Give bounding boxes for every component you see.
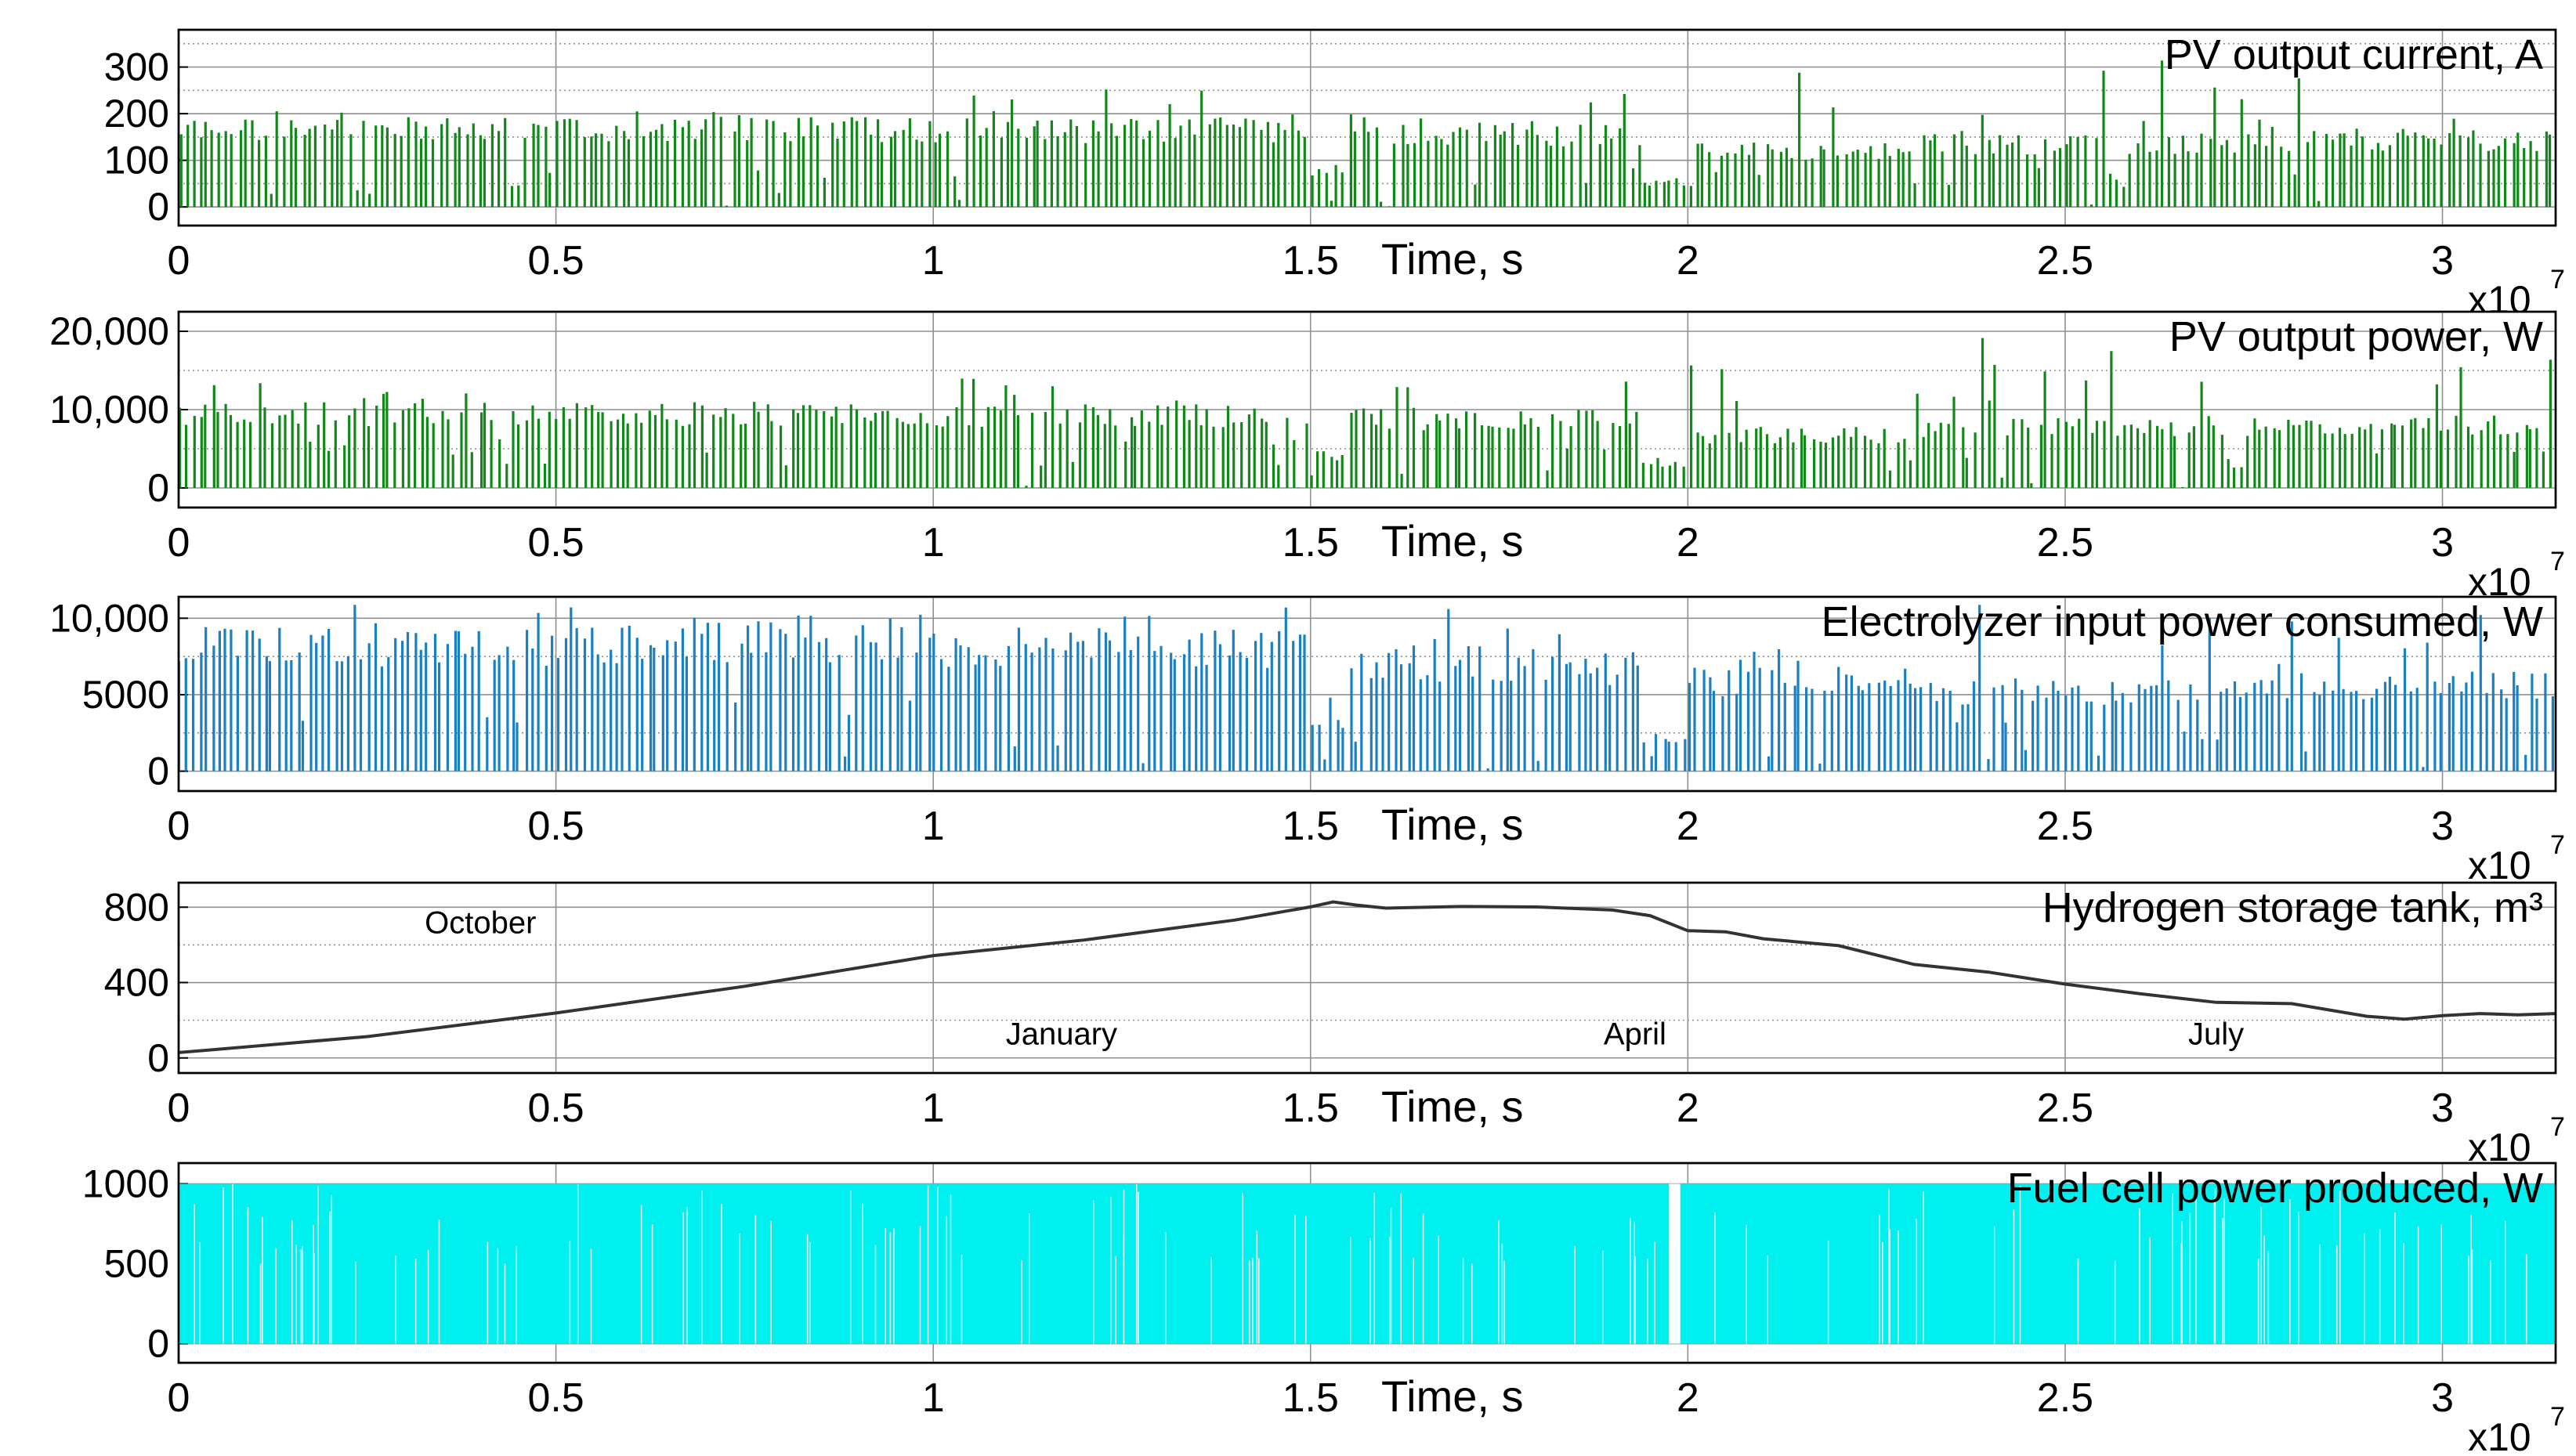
x-tick-label: 0 xyxy=(168,520,190,565)
x-multiplier: x10 xyxy=(2468,1125,2531,1169)
x-tick-label: 1 xyxy=(922,238,945,284)
month-annotation: October xyxy=(425,906,536,941)
x-tick-label: 0.5 xyxy=(527,1086,584,1131)
x-tick-label: 3 xyxy=(2431,520,2454,565)
x-tick-label: 1 xyxy=(922,1375,945,1421)
series-texture xyxy=(194,1183,2527,1344)
plot-area xyxy=(177,595,2557,793)
chart-panel-5: 0 0.5 1 1.5 2 2.5 3 0 500 1000 Fuel cell power pro… xyxy=(82,1162,2565,1456)
x-tick-label: 0.5 xyxy=(527,804,584,849)
y-tick-label: 10,000 xyxy=(49,596,169,640)
x-multiplier: x10 xyxy=(2468,1415,2531,1456)
plot-border xyxy=(177,881,2557,1075)
y-tick-label: 300 xyxy=(104,45,169,89)
plot-area xyxy=(177,28,2557,227)
y-tick-label: 5000 xyxy=(82,673,169,717)
x-tick-label: 1.5 xyxy=(1283,1375,1339,1421)
chart-panel-3: 0 0.5 1 1.5 2 2.5 3 0 5000 10,000 Electrolyzer inp… xyxy=(49,595,2565,887)
chart-panel-4: 0 0.5 1 1.5 2 2.5 3 0 400 800 October January April J… xyxy=(104,881,2565,1169)
x-tick-label: 2 xyxy=(1677,1375,1699,1421)
y-tick-label: 200 xyxy=(104,92,169,135)
month-annotation: April xyxy=(1604,1017,1666,1051)
x-tick-label: 2 xyxy=(1677,238,1699,284)
x-tick-label: 2.5 xyxy=(2037,238,2093,284)
series-line xyxy=(179,60,2552,208)
x-axis-label: Time, s xyxy=(1381,1082,1523,1131)
x-tick-label: 1.5 xyxy=(1283,238,1339,284)
x-tick-label: 2 xyxy=(1677,1086,1699,1131)
plot-border xyxy=(177,310,2557,509)
month-annotation: July xyxy=(2188,1017,2244,1051)
x-tick-label: 2.5 xyxy=(2037,804,2093,849)
y-tick-label: 10,000 xyxy=(49,388,169,432)
x-tick-label: 3 xyxy=(2431,804,2454,849)
y-tick-label: 1000 xyxy=(82,1162,169,1206)
month-annotation: January xyxy=(1006,1017,1117,1051)
y-tick-label: 400 xyxy=(104,961,169,1005)
series-gap xyxy=(1669,1183,1681,1344)
plot-border xyxy=(177,595,2557,793)
panel-title: Hydrogen storage tank, m³ xyxy=(2042,884,2543,931)
x-tick-label: 1.5 xyxy=(1283,804,1339,849)
y-tick-label: 0 xyxy=(147,1036,169,1080)
series-line xyxy=(179,338,2552,488)
x-tick-label: 1.5 xyxy=(1283,520,1339,565)
x-multiplier-exponent: 7 xyxy=(2550,830,2565,860)
x-axis-label: Time, s xyxy=(1381,800,1523,849)
plot-area xyxy=(177,881,2557,1075)
series-area xyxy=(179,1183,2556,1344)
x-multiplier-exponent: 7 xyxy=(2550,1402,2565,1432)
x-tick-label: 2.5 xyxy=(2037,520,2093,565)
y-tick-label: 0 xyxy=(147,466,169,510)
x-multiplier-exponent: 7 xyxy=(2550,547,2565,576)
x-tick-label: 0 xyxy=(168,1375,190,1421)
x-tick-label: 2 xyxy=(1677,520,1699,565)
panel-title: PV output power, W xyxy=(2169,313,2543,360)
y-tick-label: 0 xyxy=(147,1322,169,1366)
x-axis-label: Time, s xyxy=(1381,234,1523,284)
x-multiplier-exponent: 7 xyxy=(2550,265,2565,294)
y-tick-label: 20,000 xyxy=(49,309,169,353)
plot-border xyxy=(177,1162,2557,1364)
x-axis-label: Time, s xyxy=(1381,1371,1523,1421)
x-tick-label: 3 xyxy=(2431,238,2454,284)
x-tick-label: 2.5 xyxy=(2037,1375,2093,1421)
x-multiplier: x10 xyxy=(2468,844,2531,887)
x-tick-label: 0 xyxy=(168,804,190,849)
x-tick-label: 0.5 xyxy=(527,520,584,565)
panel-title: Electrolyzer input power consumed, W xyxy=(1822,598,2543,645)
x-tick-label: 1 xyxy=(922,1086,945,1131)
x-tick-label: 2.5 xyxy=(2037,1086,2093,1131)
y-tick-label: 800 xyxy=(104,885,169,929)
y-tick-label: 500 xyxy=(104,1242,169,1286)
plot-border xyxy=(177,28,2557,227)
x-tick-label: 3 xyxy=(2431,1375,2454,1421)
x-tick-label: 0 xyxy=(168,238,190,284)
x-tick-label: 1.5 xyxy=(1283,1086,1339,1131)
x-multiplier-exponent: 7 xyxy=(2550,1112,2565,1142)
x-axis-label: Time, s xyxy=(1381,516,1523,565)
x-tick-label: 3 xyxy=(2431,1086,2454,1131)
y-tick-label: 0 xyxy=(147,185,169,229)
x-tick-label: 0.5 xyxy=(527,1375,584,1421)
chart-panel-2: 0 0.5 1 1.5 2 2.5 3 0 10,000 20,000 PV output powe… xyxy=(49,309,2565,604)
x-tick-label: 0 xyxy=(168,1086,190,1131)
x-tick-label: 1 xyxy=(922,520,945,565)
x-tick-label: 2 xyxy=(1677,804,1699,849)
series-line xyxy=(178,900,2556,1054)
panel-title: PV output current, A xyxy=(2165,31,2543,78)
y-tick-label: 100 xyxy=(104,139,169,182)
x-tick-label: 1 xyxy=(922,804,945,849)
y-tick-label: 0 xyxy=(147,750,169,793)
x-tick-label: 0.5 xyxy=(527,238,584,284)
panel-title: Fuel cell power produced, W xyxy=(2007,1165,2543,1212)
